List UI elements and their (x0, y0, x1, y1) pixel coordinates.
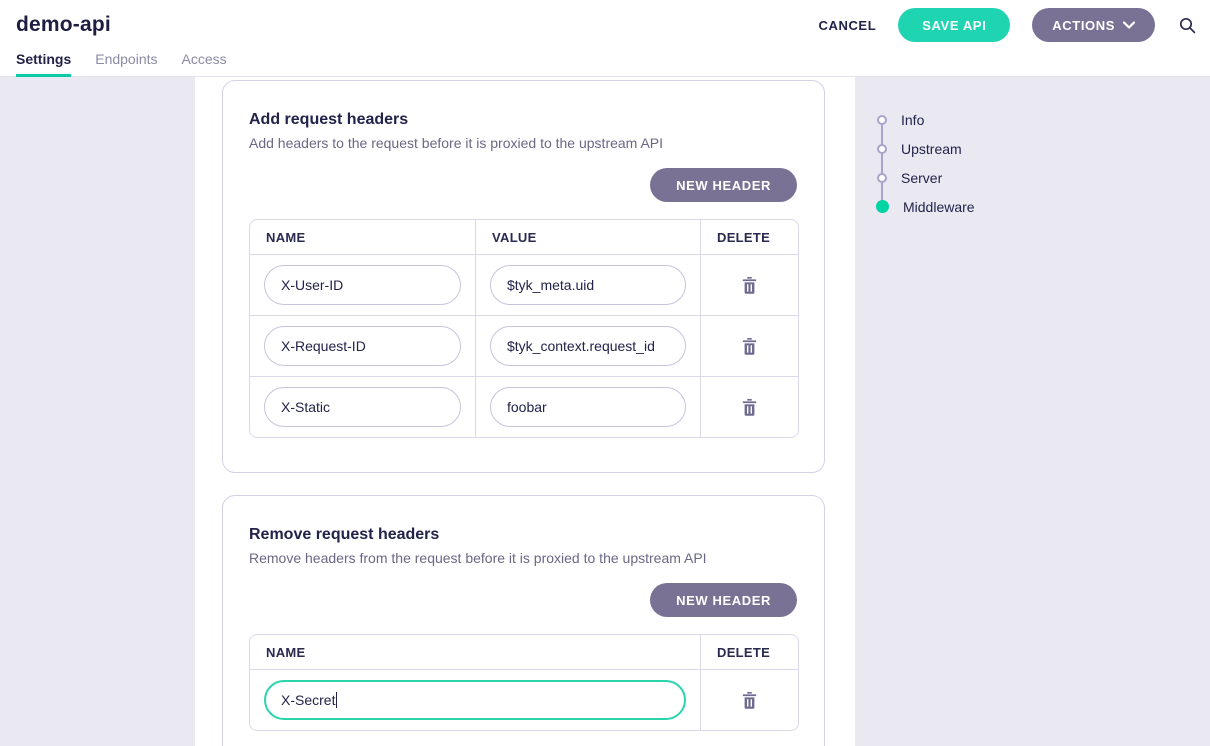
tab-bar: Settings Endpoints Access (0, 50, 1210, 77)
stepper-dot-active (876, 200, 889, 213)
trash-icon (742, 276, 757, 294)
remove-request-headers-card: Remove request headers Remove headers fr… (222, 495, 825, 746)
table-row (250, 254, 798, 315)
stepper-line (881, 118, 883, 202)
card-title: Add request headers (249, 111, 409, 128)
delete-row-button[interactable] (742, 276, 757, 294)
header-value-input[interactable] (490, 326, 686, 366)
search-button[interactable] (1179, 17, 1196, 34)
header-name-input[interactable] (264, 326, 461, 366)
stepper-dot (877, 114, 887, 125)
remove-headers-table: NAME DELETE X-Secret (249, 634, 799, 731)
top-bar: demo-api CANCEL SAVE API ACTIONS (0, 0, 1210, 50)
header-value-input[interactable] (490, 265, 686, 305)
tab-settings[interactable]: Settings (16, 50, 72, 77)
table-row (250, 376, 798, 437)
table-row: X-Secret (250, 669, 798, 730)
add-request-headers-card: Add request headers Add headers to the r… (222, 80, 825, 473)
search-icon (1179, 17, 1196, 33)
header-name-input-value: X-Secret (281, 692, 336, 708)
stepper-label: Server (901, 169, 943, 186)
header-value-input[interactable] (490, 387, 686, 427)
header-name-input[interactable] (264, 265, 461, 305)
stepper-dot (877, 172, 887, 183)
new-header-button[interactable]: NEW HEADER (650, 168, 797, 202)
actions-button-label: ACTIONS (1052, 17, 1115, 33)
card-title: Remove request headers (249, 526, 440, 543)
delete-row-button[interactable] (742, 337, 757, 355)
delete-row-button[interactable] (742, 691, 757, 709)
column-header-delete: DELETE (700, 220, 798, 254)
trash-icon (742, 398, 757, 416)
column-header-name: NAME (266, 644, 306, 660)
save-api-button[interactable]: SAVE API (898, 8, 1011, 42)
tab-endpoints[interactable]: Endpoints (95, 51, 158, 67)
card-description: Add headers to the request before it is … (249, 135, 664, 151)
table-header-row: NAME VALUE DELETE (250, 220, 798, 254)
stepper-item-upstream[interactable]: Upstream (877, 134, 975, 163)
header-name-input[interactable]: X-Secret (264, 680, 686, 720)
column-header-delete: DELETE (700, 635, 798, 669)
stepper-label: Upstream (901, 140, 962, 157)
stepper-dot (877, 143, 887, 154)
section-stepper: Info Upstream Server Middleware (876, 105, 975, 221)
card-description: Remove headers from the request before i… (249, 550, 707, 566)
stepper-item-server[interactable]: Server (877, 163, 975, 192)
top-bar-actions: CANCEL SAVE API ACTIONS (818, 8, 1196, 42)
cancel-button[interactable]: CANCEL (818, 17, 877, 33)
tab-access[interactable]: Access (181, 51, 227, 67)
right-background-panel (855, 77, 1210, 746)
stepper-label: Info (901, 111, 925, 128)
column-header-name: NAME (266, 229, 306, 245)
stepper-item-info[interactable]: Info (877, 105, 975, 134)
table-row (250, 315, 798, 376)
trash-icon (742, 337, 757, 355)
stepper-label: Middleware (903, 198, 975, 215)
trash-icon (742, 691, 757, 709)
add-headers-table: NAME VALUE DELETE (249, 219, 799, 438)
page-title: demo-api (16, 13, 111, 36)
new-header-button[interactable]: NEW HEADER (650, 583, 797, 617)
text-caret (336, 692, 338, 708)
header-name-input[interactable] (264, 387, 461, 427)
left-background-panel (0, 77, 195, 746)
chevron-down-icon (1123, 21, 1135, 29)
stepper-item-middleware[interactable]: Middleware (876, 192, 975, 221)
table-header-row: NAME DELETE (250, 635, 798, 669)
column-header-value: VALUE (475, 220, 700, 254)
actions-button[interactable]: ACTIONS (1032, 8, 1155, 42)
delete-row-button[interactable] (742, 398, 757, 416)
